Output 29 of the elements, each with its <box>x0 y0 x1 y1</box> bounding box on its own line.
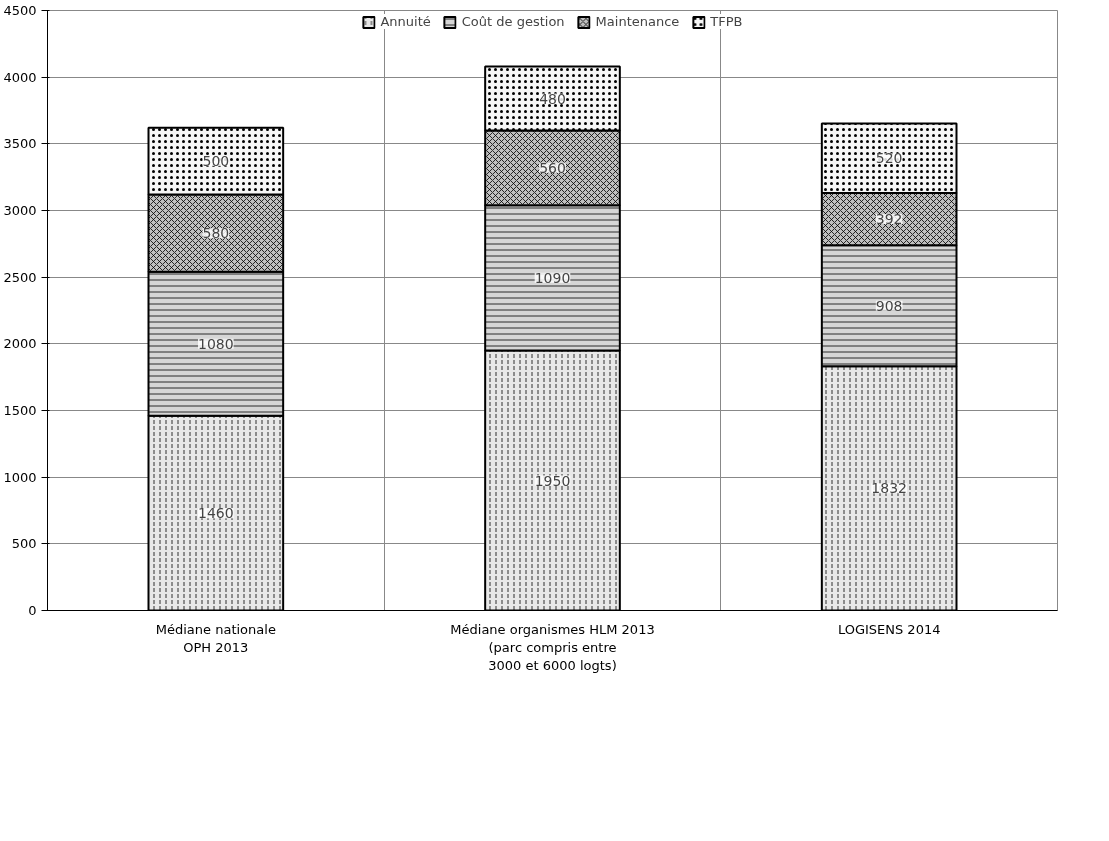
y-tick-label: 4000 <box>3 69 37 85</box>
data-label: 1090 <box>534 269 571 286</box>
data-label: 392 <box>875 211 903 228</box>
x-tick-label: Médiane organismes HLM 2013 (parc compris entre 3000 et 6000 logts) <box>450 621 655 673</box>
data-label: 908 <box>875 297 903 314</box>
legend-label: Annuité <box>380 14 431 29</box>
y-tick-label: 2500 <box>3 269 37 285</box>
legend-label: Maintenance <box>595 14 680 29</box>
x-tick-label: Médiane nationale OPH 2013 <box>155 621 276 655</box>
data-label: 500 <box>202 153 230 170</box>
legend-label: TFPB <box>710 14 743 29</box>
y-tick-label: 1000 <box>3 469 37 485</box>
data-label: 1832 <box>871 480 907 497</box>
y-tick-label: 1500 <box>3 403 37 418</box>
y-tick-label: 3500 <box>3 136 37 152</box>
y-tick-label: 2000 <box>3 336 37 352</box>
data-label: 580 <box>202 225 230 242</box>
y-tick-label: 4500 <box>3 3 37 18</box>
data-label: 1080 <box>198 335 234 352</box>
y-tick-label: 0 <box>28 603 37 618</box>
x-tick-label: LOGISENS 2014 <box>837 621 941 637</box>
data-label: 1950 <box>534 472 571 489</box>
legend-label: Coût de gestion <box>461 14 565 29</box>
data-label: 520 <box>875 150 903 167</box>
y-tick-label: 500 <box>11 536 37 552</box>
data-label: 480 <box>539 90 566 107</box>
y-tick-label: 3000 <box>3 203 37 218</box>
data-label: 1460 <box>198 505 234 522</box>
data-label: 560 <box>539 159 566 176</box>
